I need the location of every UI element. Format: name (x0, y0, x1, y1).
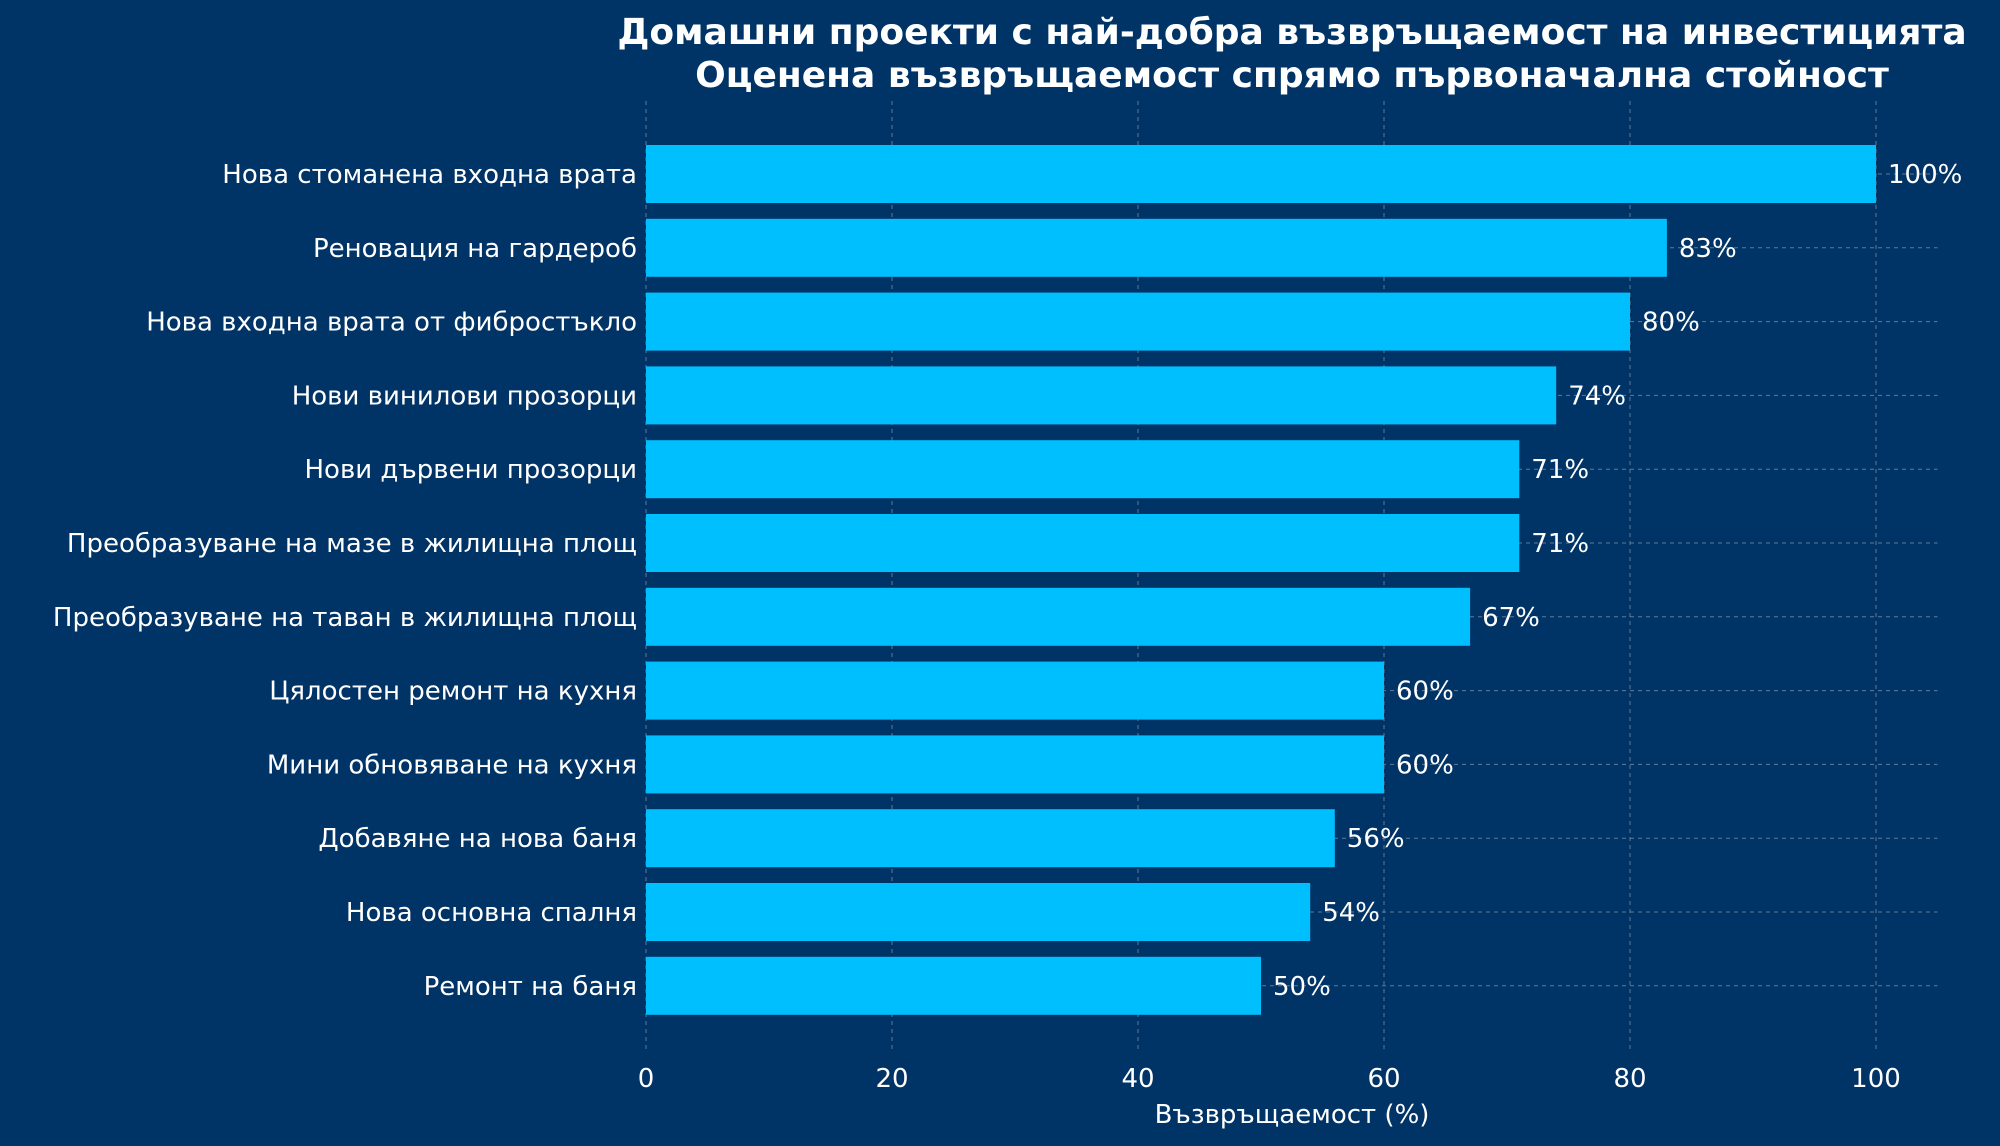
x-tick-label: 60 (1367, 1064, 1400, 1094)
category-label: Добавяне на нова баня (318, 824, 637, 854)
category-label: Нова входна врата от фибростъкло (146, 308, 637, 338)
category-label: Преобразуване на мазе в жилищна площ (67, 529, 637, 559)
x-tick-label: 40 (1121, 1064, 1154, 1094)
data-label: 60% (1396, 677, 1454, 707)
x-tick-label: 100 (1851, 1064, 1901, 1094)
category-label: Ремонт на баня (424, 972, 637, 1002)
x-tick-label: 20 (875, 1064, 908, 1094)
bars (646, 145, 1876, 1015)
bar (646, 661, 1384, 720)
data-label: 74% (1568, 381, 1626, 411)
bar (646, 883, 1311, 941)
data-labels: 100% 83% 80% 74% 71% 71% 67% 60% 60% 56% 54% 50% (1273, 160, 1962, 1002)
bar (646, 809, 1335, 868)
category-label: Нови винилови прозорци (292, 381, 637, 411)
bar (646, 440, 1520, 499)
grid-lines (645, 101, 1938, 1050)
data-label: 71% (1531, 455, 1589, 485)
category-label: Реновация на гардероб (313, 234, 637, 264)
category-labels: Нова стоманена входна врата Реновация на … (53, 160, 637, 1002)
data-label: 56% (1347, 824, 1405, 854)
bar (646, 735, 1384, 794)
x-axis-label: Възвръщаемост (%) (1155, 1100, 1430, 1130)
x-axis-ticks: 0 20 40 60 80 100 (638, 1064, 1901, 1094)
category-label: Цялостен ремонт на кухня (269, 677, 637, 707)
data-label: 83% (1679, 234, 1737, 264)
data-label: 100% (1888, 160, 1962, 190)
bar (646, 145, 1876, 203)
category-label: Нова основна спалня (346, 898, 637, 928)
bar (646, 587, 1471, 646)
bar (646, 514, 1520, 572)
data-label: 80% (1642, 308, 1700, 338)
bar (646, 292, 1630, 351)
bar (646, 218, 1667, 277)
data-label: 60% (1396, 750, 1454, 780)
chart-subtitle: Оценена възвръщаемост спрямо първоначалн… (695, 55, 1889, 96)
chart-title: Домашни проекти с най-добра възвръщаемос… (617, 12, 1966, 53)
category-label: Преобразуване на таван в жилищна площ (53, 603, 637, 633)
x-tick-label: 0 (638, 1064, 655, 1094)
data-label: 50% (1273, 972, 1331, 1002)
x-tick-label: 80 (1613, 1064, 1646, 1094)
category-label: Нови дървени прозорци (304, 455, 637, 485)
bar (646, 366, 1557, 425)
category-label: Мини обновяване на кухня (267, 750, 637, 780)
bar (646, 956, 1261, 1015)
data-label: 54% (1322, 898, 1380, 928)
data-label: 67% (1482, 603, 1540, 633)
category-label: Нова стоманена входна врата (222, 160, 637, 190)
data-label: 71% (1531, 529, 1589, 559)
